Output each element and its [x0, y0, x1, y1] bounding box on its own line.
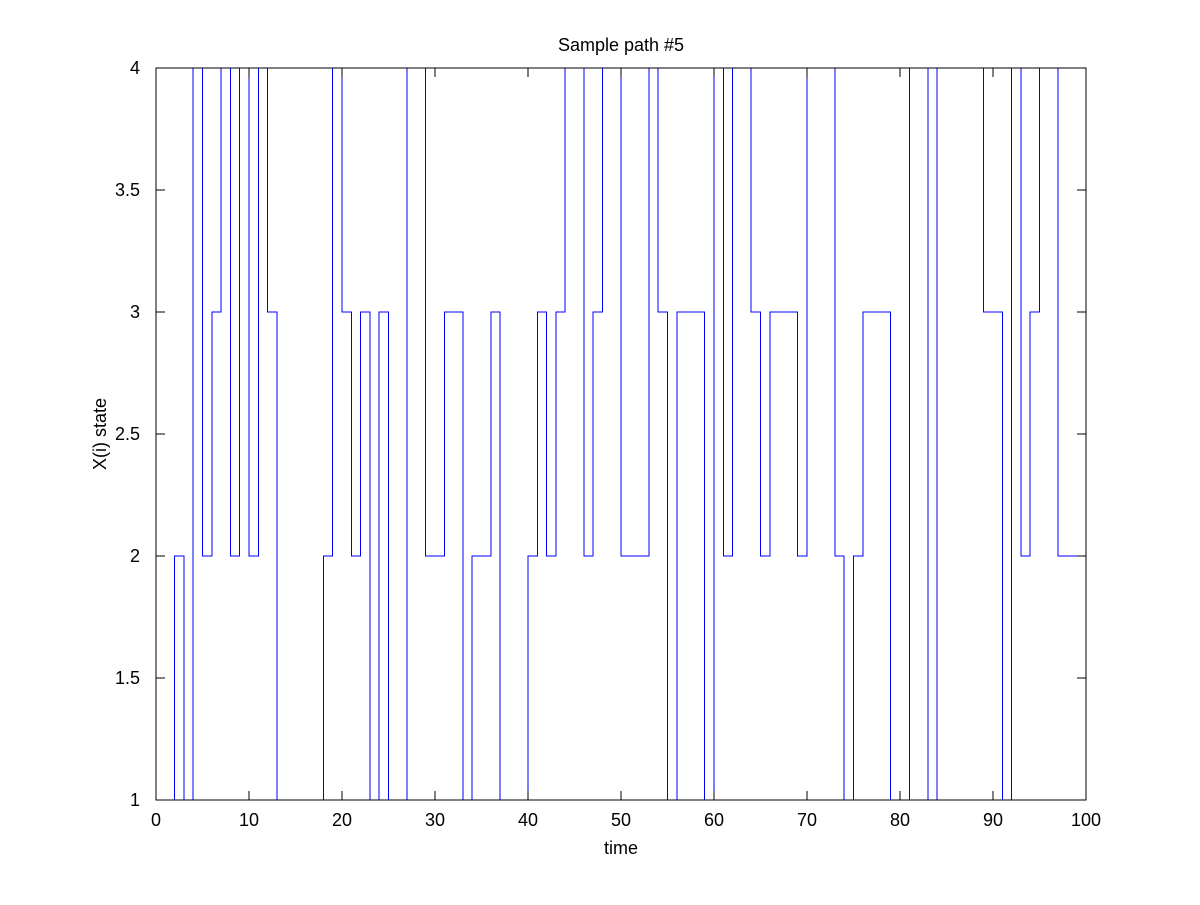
x-tick-label: 70 — [797, 810, 817, 830]
y-tick-label: 3 — [130, 302, 140, 322]
x-tick-label: 40 — [518, 810, 538, 830]
y-ticks: 1 1.5 2 2.5 3 3.5 4 — [115, 58, 1086, 810]
y-axis-label: X(i) state — [90, 398, 110, 470]
x-tick-label: 30 — [425, 810, 445, 830]
y-tick-label: 4 — [130, 58, 140, 78]
y-tick-label: 1 — [130, 790, 140, 810]
y-tick-label: 3.5 — [115, 180, 140, 200]
x-tick-label: 100 — [1071, 810, 1101, 830]
x-tick-label: 10 — [239, 810, 259, 830]
x-tick-label: 80 — [890, 810, 910, 830]
y-tick-label: 1.5 — [115, 668, 140, 688]
x-tick-label: 0 — [151, 810, 161, 830]
x-tick-label: 60 — [704, 810, 724, 830]
x-tick-label: 90 — [983, 810, 1003, 830]
chart-title: Sample path #5 — [558, 35, 684, 55]
y-tick-label: 2 — [130, 546, 140, 566]
y-tick-label: 2.5 — [115, 424, 140, 444]
x-axis-label: time — [604, 838, 638, 858]
x-ticks: 0 10 20 30 40 50 60 70 80 90 100 — [151, 68, 1101, 830]
x-tick-label: 20 — [332, 810, 352, 830]
x-tick-label: 50 — [611, 810, 631, 830]
